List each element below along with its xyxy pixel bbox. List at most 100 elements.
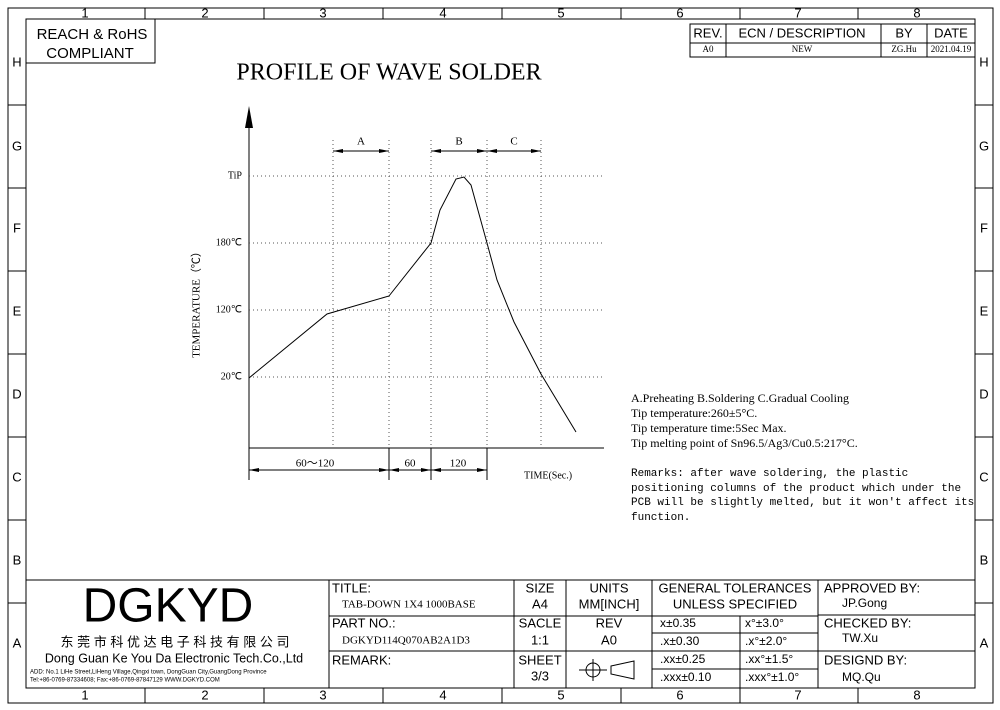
remark: Remarks: after wave soldering, the plast… (631, 468, 908, 480)
label: DESIGND BY: (824, 652, 907, 667)
tolerance: .xxx±0.10 (660, 670, 712, 684)
label: UNITS (590, 580, 629, 595)
title-block (25, 579, 976, 689)
rev-cell: A0 (703, 44, 714, 54)
value: JP.Gong (842, 596, 887, 610)
row-marker: H (12, 54, 21, 69)
logo: DGKYD (83, 580, 254, 633)
value: 1:1 (531, 632, 549, 647)
column-marker: 4 (439, 5, 446, 20)
address: ADD: No.1 LiHe Street,LiHeng Village,Qin… (30, 670, 267, 676)
column-marker: 1 (81, 5, 88, 20)
row-marker: H (979, 54, 988, 69)
row-marker: G (12, 138, 22, 153)
tolerance: x±0.35 (660, 616, 696, 630)
rev-cell: 2021.04.19 (931, 44, 972, 54)
x-axis-label: TIME(Sec.) (524, 470, 572, 481)
zone-label: C (510, 136, 517, 148)
duration-label: 120 (450, 458, 467, 470)
tolerance: .xx°±1.5° (745, 652, 793, 666)
column-marker: 6 (676, 5, 683, 20)
row-marker: F (980, 220, 988, 235)
rev-cell: ZG.Hu (891, 44, 917, 54)
value: DGKYD114Q070AB2A1D3 (342, 635, 470, 647)
zone-label: B (455, 136, 462, 148)
note: Tip temperature:260±5°C. (631, 406, 757, 420)
value: TAB-DOWN 1X4 1000BASE (342, 599, 476, 611)
value: A0 (601, 632, 617, 647)
company-cn: 东 莞 市 科 优 达 电 子 科 技 有 限 公 司 (61, 634, 290, 649)
remark: PCB will be slightly melted, but it won'… (631, 497, 974, 509)
drawing-title: PROFILE OF WAVE SOLDER (236, 60, 541, 86)
rev-header: REV. (693, 25, 722, 40)
column-marker: 2 (201, 5, 208, 20)
label: CHECKED BY: (824, 615, 911, 630)
contact: Tel:+86-0769-87334608; Fax:+86-0769-8784… (30, 678, 220, 684)
value: A4 (532, 596, 548, 611)
label: SACLE (519, 615, 562, 630)
column-marker: 6 (676, 687, 683, 702)
tolerance: .xxx°±1.0° (745, 670, 799, 684)
row-marker: B (980, 552, 989, 567)
column-marker: 7 (794, 687, 801, 702)
compliance: REACH & RoHS (37, 26, 148, 43)
label: PART NO.: (332, 615, 396, 630)
tolerance: x°±3.0° (745, 616, 784, 630)
label: SHEET (518, 652, 561, 667)
value: 3/3 (531, 668, 549, 683)
profile-graph: TEMPERATURE（℃） TiP 180℃ 120℃ 20℃ A B C 6… (190, 106, 604, 481)
label: APPROVED BY: (824, 580, 920, 595)
column-marker: 3 (319, 687, 326, 702)
remark: function. (631, 512, 690, 524)
column-marker: 8 (913, 687, 920, 702)
tolerance: .x°±2.0° (745, 634, 787, 648)
tolerance: .x±0.30 (660, 634, 700, 648)
row-marker: A (13, 635, 22, 650)
remark: positioning columns of the product which… (631, 483, 961, 495)
row-marker: F (13, 220, 21, 235)
rev-header: ECN / DESCRIPTION (738, 25, 865, 40)
label: REMARK: (332, 652, 391, 667)
y-axis-label: TEMPERATURE（℃） (190, 246, 203, 358)
company-en: Dong Guan Ke You Da Electronic Tech.Co.,… (45, 651, 303, 665)
compliance: COMPLIANT (46, 45, 134, 62)
y-tick-label: TiP (228, 170, 243, 181)
frame: 1 1 2 2 3 3 4 4 5 5 6 6 7 7 8 8 H H G G F F E E D D C C B B A A (7, 5, 994, 704)
row-marker: G (979, 138, 989, 153)
y-tick-label: 20℃ (221, 371, 242, 382)
column-marker: 7 (794, 5, 801, 20)
label: UNLESS SPECIFIED (673, 596, 797, 611)
row-marker: E (13, 303, 22, 318)
rev-header: BY (895, 25, 913, 40)
rev-header: DATE (934, 25, 968, 40)
row-marker: D (979, 386, 988, 401)
column-marker: 3 (319, 5, 326, 20)
zone-label: A (357, 136, 365, 148)
value: TW.Xu (842, 631, 878, 645)
value: MM[INCH] (579, 596, 640, 611)
tolerance: .xx±0.25 (660, 652, 706, 666)
column-marker: 5 (557, 687, 564, 702)
duration-label: 60 (405, 458, 417, 470)
y-tick-label: 180℃ (216, 237, 242, 248)
column-marker: 8 (913, 5, 920, 20)
row-marker: D (12, 386, 21, 401)
rev-cell: NEW (792, 44, 813, 54)
column-marker: 1 (81, 687, 88, 702)
column-marker: 2 (201, 687, 208, 702)
note: Tip temperature time:5Sec Max. (631, 421, 787, 435)
label: TITLE: (332, 580, 371, 595)
row-marker: E (980, 303, 989, 318)
column-marker: 4 (439, 687, 446, 702)
row-marker: C (12, 469, 21, 484)
value: MQ.Qu (842, 670, 881, 684)
label: GENERAL TOLERANCES (659, 580, 812, 595)
column-marker: 5 (557, 5, 564, 20)
label: SIZE (526, 580, 555, 595)
label: REV (596, 615, 623, 630)
row-marker: C (979, 469, 988, 484)
note: A.Preheating B.Soldering C.Gradual Cooli… (631, 391, 849, 405)
note: Tip melting point of Sn96.5/Ag3/Cu0.5:21… (631, 436, 858, 450)
row-marker: B (13, 552, 22, 567)
